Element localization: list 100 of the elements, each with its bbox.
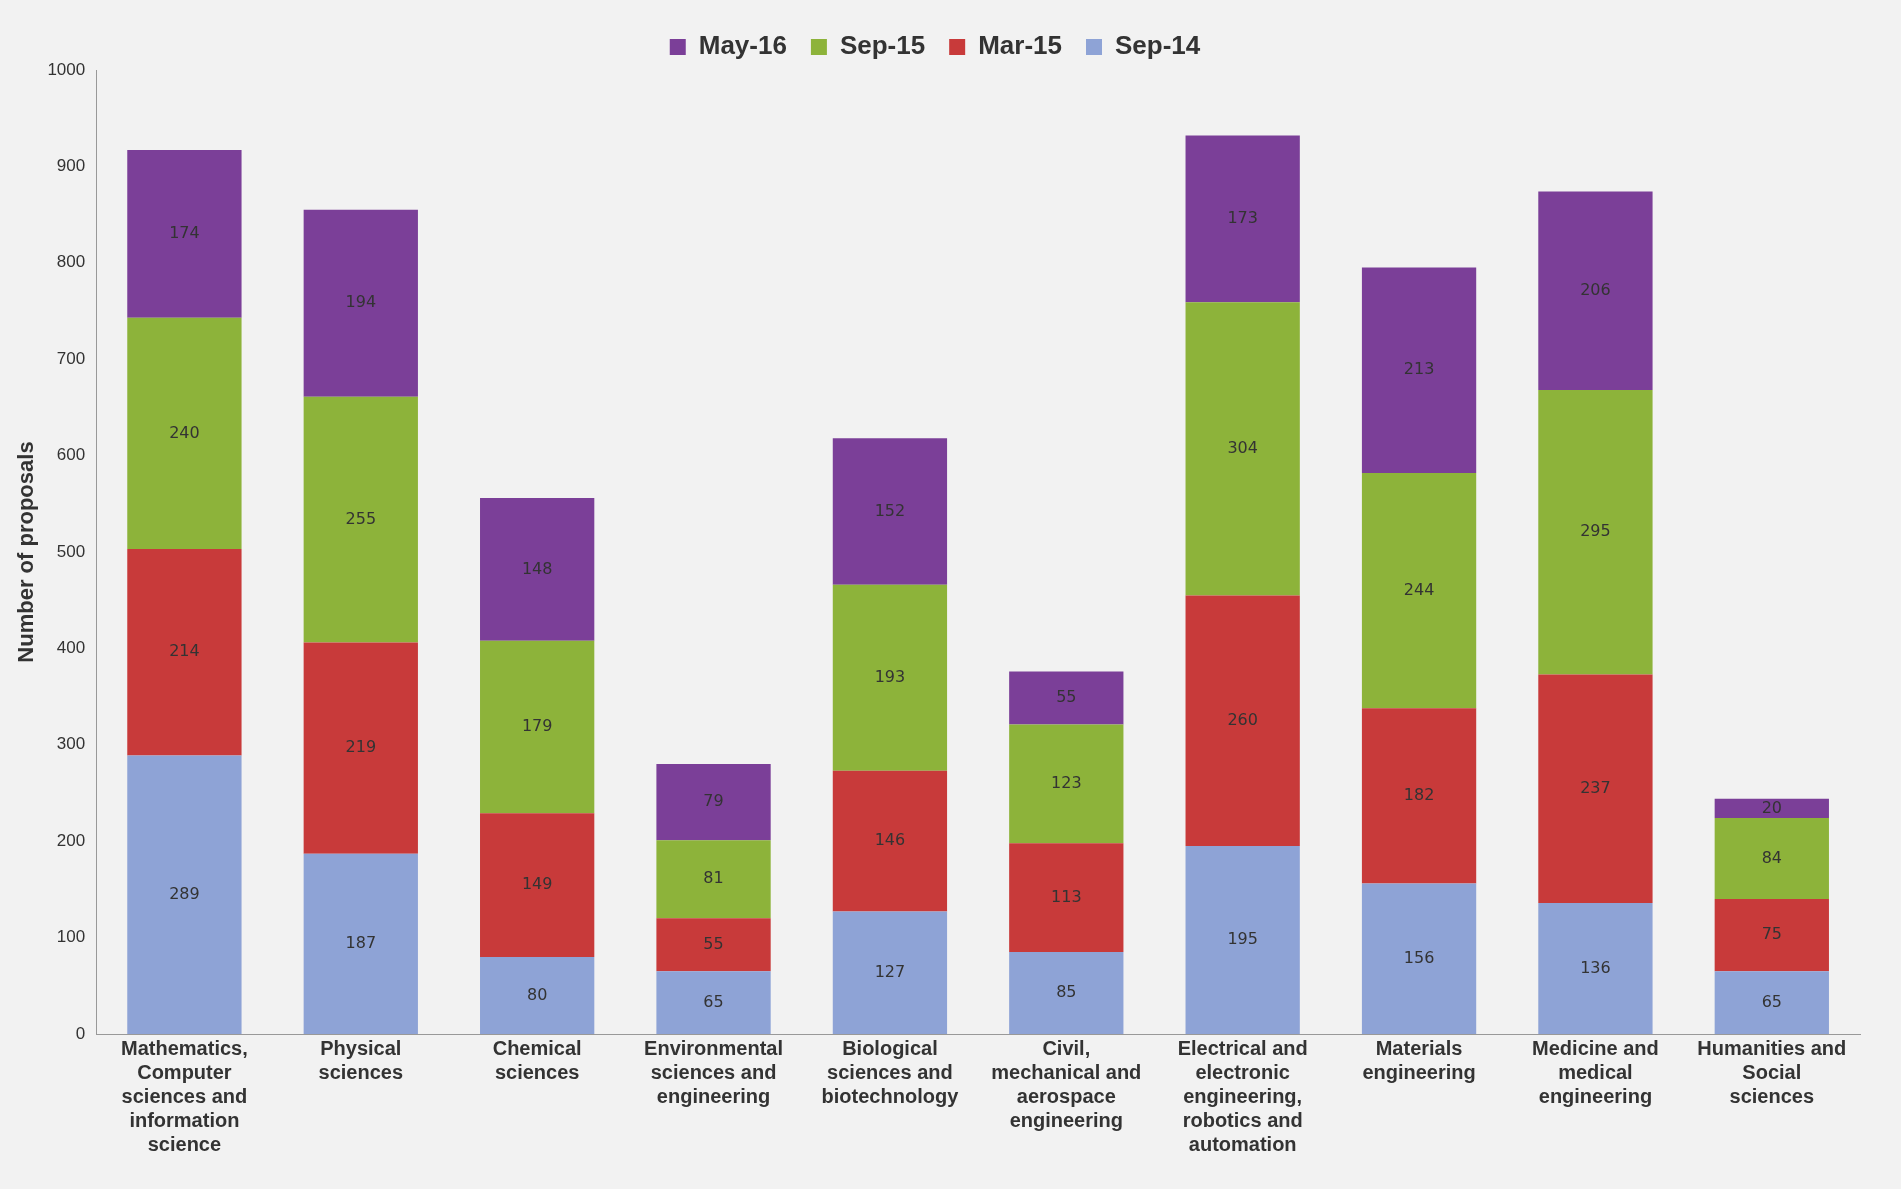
data-label: 195 xyxy=(1227,929,1258,949)
bar xyxy=(1361,883,1477,1034)
bar xyxy=(127,317,242,550)
legend-label: Sep-14 xyxy=(1114,30,1201,61)
data-label: 65 xyxy=(703,991,724,1011)
bar xyxy=(303,853,418,1034)
bar xyxy=(832,584,948,771)
bar xyxy=(1714,899,1829,972)
y-axis-title: Number of proposals xyxy=(13,441,39,663)
x-tick-label: Chemical sciences xyxy=(492,1036,582,1083)
bar xyxy=(656,971,771,1034)
data-label: 255 xyxy=(345,508,377,528)
x-tick-label: Environmental sciences and engineering xyxy=(644,1036,783,1107)
data-label: 55 xyxy=(703,933,724,953)
bar xyxy=(1009,843,1124,953)
bar xyxy=(127,150,242,318)
data-label: 55 xyxy=(1056,687,1077,707)
bar xyxy=(1538,390,1653,675)
data-label: 214 xyxy=(169,641,200,661)
data-label: 113 xyxy=(1051,886,1082,906)
legend-label: Sep-15 xyxy=(839,30,926,61)
bar xyxy=(832,770,948,912)
y-tick-label: 900 xyxy=(56,156,86,176)
data-label: 85 xyxy=(1056,982,1077,1002)
y-tick-label: 1000 xyxy=(47,59,86,79)
x-tick-label: Biological sciences and biotechnology xyxy=(821,1036,960,1107)
x-tick-label: Physical sciences xyxy=(318,1036,404,1083)
data-label: 187 xyxy=(345,933,377,953)
bar xyxy=(1185,302,1300,596)
x-tick-label: Medicine and medical engineering xyxy=(1532,1036,1659,1107)
data-label: 136 xyxy=(1580,957,1611,977)
data-label: 75 xyxy=(1761,924,1782,944)
x-tick-label: Humanities and Social sciences xyxy=(1697,1036,1847,1107)
x-tick-label: Civil, mechanical and aerospace engineering xyxy=(991,1036,1142,1131)
data-label: 149 xyxy=(521,874,553,894)
bar xyxy=(127,755,242,1034)
data-label: 194 xyxy=(345,292,377,312)
y-tick-label: 200 xyxy=(56,830,86,850)
bar xyxy=(1185,846,1300,1034)
data-label: 237 xyxy=(1580,777,1611,797)
data-label: 65 xyxy=(1761,991,1782,1011)
data-label: 174 xyxy=(169,223,200,243)
bar xyxy=(480,640,595,814)
data-label: 219 xyxy=(345,737,377,757)
data-label: 20 xyxy=(1761,797,1782,817)
data-label: 152 xyxy=(874,500,906,520)
bar xyxy=(480,498,595,641)
bar xyxy=(832,911,948,1034)
data-label: 213 xyxy=(1403,359,1435,379)
bar xyxy=(1185,595,1300,847)
y-tick-label: 700 xyxy=(56,348,86,368)
bar xyxy=(656,840,771,919)
x-tick-label: Materials engineering xyxy=(1362,1036,1476,1083)
data-label: 148 xyxy=(521,558,553,578)
bar xyxy=(1714,971,1829,1034)
y-tick-label: 100 xyxy=(56,927,86,947)
bar xyxy=(1009,952,1124,1034)
data-label: 81 xyxy=(703,868,724,888)
data-label: 79 xyxy=(703,791,724,811)
bar xyxy=(656,918,771,972)
bar xyxy=(480,956,595,1034)
data-label: 182 xyxy=(1403,785,1435,805)
x-tick-label: Mathematics, Computer sciences and information science xyxy=(121,1036,248,1155)
bar xyxy=(1714,798,1829,819)
bar xyxy=(1009,724,1124,844)
data-label: 173 xyxy=(1227,208,1258,228)
bar xyxy=(303,209,418,397)
y-tick-label: 600 xyxy=(56,445,86,465)
bar xyxy=(1185,135,1300,303)
data-label: 244 xyxy=(1403,579,1435,599)
y-tick-label: 800 xyxy=(56,252,86,272)
y-tick-label: 500 xyxy=(56,541,86,561)
data-label: 179 xyxy=(521,716,553,736)
bar xyxy=(1009,671,1124,725)
x-tick-label: Electrical and electronic engineering, robotics and automation xyxy=(1177,1036,1308,1155)
bar xyxy=(656,764,771,841)
bar xyxy=(480,813,595,957)
bar xyxy=(127,549,242,756)
data-label: 260 xyxy=(1227,709,1258,729)
data-label: 304 xyxy=(1227,438,1258,458)
y-tick-label: 300 xyxy=(56,734,86,754)
bar xyxy=(1361,708,1477,884)
data-label: 146 xyxy=(874,830,906,850)
legend-label: May-16 xyxy=(698,30,787,61)
data-label: 193 xyxy=(874,666,906,686)
legend-label: Mar-15 xyxy=(978,30,1062,61)
data-label: 206 xyxy=(1580,279,1611,299)
bar xyxy=(1361,267,1477,473)
y-tick-label: 400 xyxy=(56,638,86,658)
data-label: 289 xyxy=(169,883,200,903)
bar xyxy=(1714,818,1829,900)
data-label: 123 xyxy=(1051,773,1082,792)
data-label: 295 xyxy=(1580,521,1611,541)
bar xyxy=(1361,472,1477,709)
data-label: 240 xyxy=(169,422,200,442)
bar xyxy=(1538,902,1653,1034)
data-label: 80 xyxy=(526,984,548,1004)
bar xyxy=(832,438,948,585)
bar xyxy=(303,396,418,643)
bar xyxy=(303,642,418,854)
